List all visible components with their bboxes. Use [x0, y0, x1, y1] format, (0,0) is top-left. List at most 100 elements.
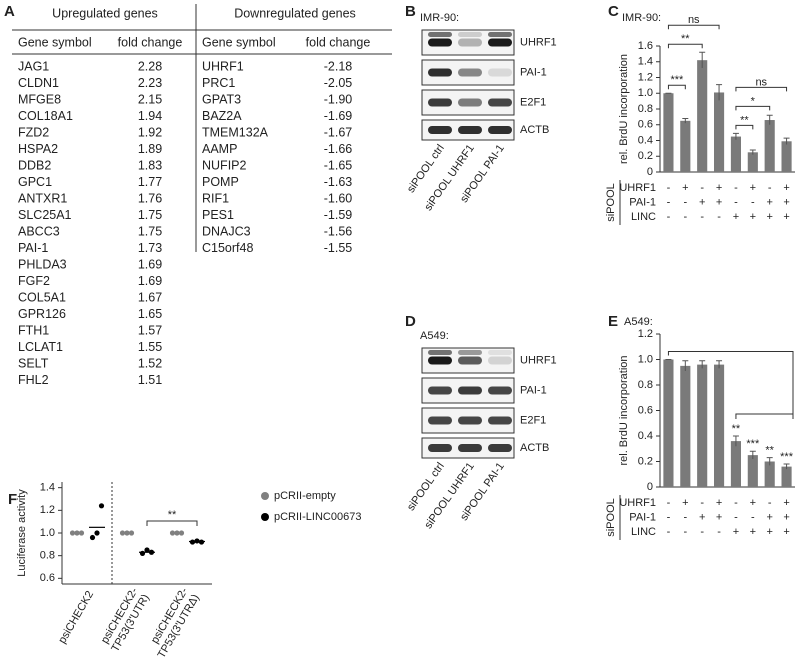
condition-sign: -	[700, 211, 704, 223]
gene-symbol: GPR126	[18, 307, 66, 321]
fold-change: 2.28	[138, 59, 162, 73]
condition-sign: -	[667, 511, 671, 523]
condition-sign: +	[783, 497, 789, 509]
y-tick-label: 0.4	[638, 134, 653, 146]
blot-band	[458, 356, 482, 365]
error-bar	[716, 360, 723, 369]
data-point	[144, 547, 150, 553]
gene-symbol: RIF1	[202, 191, 229, 205]
fold-change: 2.15	[138, 92, 162, 106]
column-header: Gene symbol	[202, 35, 276, 49]
y-tick-label: 0.8	[40, 550, 55, 562]
condition-sign: -	[683, 211, 687, 223]
gene-symbol: NUFIP2	[202, 158, 247, 172]
condition-sign: -	[667, 211, 671, 223]
condition-sign: -	[700, 497, 704, 509]
fold-change: 1.73	[138, 241, 162, 255]
condition-sign: +	[716, 497, 722, 509]
blot-band	[428, 416, 452, 425]
y-tick-label: 0.2	[638, 455, 653, 467]
gene-symbol: FGF2	[18, 274, 50, 288]
condition-sign: -	[751, 511, 755, 523]
condition-sign: +	[766, 196, 772, 208]
gene-symbol: MFGE8	[18, 92, 61, 106]
bar	[764, 120, 775, 172]
fold-change: 1.69	[138, 274, 162, 288]
panel-label: B	[405, 3, 416, 20]
blot-band	[458, 68, 482, 77]
bar	[663, 93, 674, 172]
y-tick-label: 1.6	[638, 40, 653, 52]
y-tick-label: 1.0	[638, 353, 653, 365]
gene-symbol: PES1	[202, 208, 234, 222]
bar	[697, 60, 708, 172]
y-tick-label: 0.6	[638, 119, 653, 131]
condition-sign: -	[768, 497, 772, 509]
condition-sign: +	[750, 211, 756, 223]
fold-change: 1.51	[138, 373, 162, 387]
bar	[680, 120, 691, 172]
error-bar	[732, 435, 739, 447]
significance-label: *	[751, 95, 756, 107]
gene-symbol: ABCC3	[18, 224, 60, 238]
condition-sign: +	[699, 196, 705, 208]
fold-change: -1.59	[324, 208, 353, 222]
condition-group-label: siPOOL	[605, 183, 617, 222]
band-label: ACTB	[520, 124, 549, 136]
legend-label: pCRII-LINC00673	[274, 511, 361, 523]
gene-symbol: JAG1	[18, 59, 49, 73]
data-point	[98, 503, 105, 509]
condition-sign: +	[750, 182, 756, 194]
y-tick-label: 1.0	[638, 87, 653, 99]
fold-change: 1.92	[138, 125, 162, 139]
significance-label: **	[168, 509, 177, 521]
condition-label: LINC	[631, 211, 656, 223]
condition-sign: -	[667, 182, 671, 194]
condition-sign: +	[716, 196, 722, 208]
cell-line: IMR-90:	[420, 12, 459, 24]
bar	[714, 364, 725, 487]
condition-group-label: siPOOL	[605, 498, 617, 537]
gene-symbol: FTH1	[18, 323, 49, 337]
bar	[714, 92, 725, 172]
fold-change: 1.65	[138, 307, 162, 321]
blot-band	[428, 356, 452, 365]
gene-symbol: ANTXR1	[18, 191, 67, 205]
fold-change: -1.56	[324, 224, 353, 238]
gene-symbol: DDB2	[18, 158, 51, 172]
significance-bracket	[667, 84, 686, 90]
condition-sign: +	[733, 211, 739, 223]
y-tick-label: 0.6	[40, 572, 55, 584]
band-label: UHRF1	[520, 354, 557, 366]
error-bar	[749, 149, 756, 155]
gene-symbol: PRC1	[202, 76, 235, 90]
significance-bracket	[735, 124, 754, 130]
y-tick-label: 1.4	[40, 482, 55, 494]
significance-label: ***	[670, 74, 684, 86]
band-label: E2F1	[520, 414, 546, 426]
condition-sign: -	[734, 497, 738, 509]
blot-band	[458, 126, 482, 134]
bar	[781, 466, 792, 487]
significance-label: **	[681, 33, 690, 45]
chart-title: IMR-90:	[622, 12, 661, 24]
blot-band	[458, 38, 482, 47]
significance-label: **	[740, 114, 749, 126]
fold-change: -1.60	[324, 191, 353, 205]
condition-sign: -	[734, 196, 738, 208]
condition-sign: -	[683, 196, 687, 208]
gene-symbol: DNAJC3	[202, 224, 251, 238]
condition-label: PAI-1	[629, 511, 656, 523]
bar	[730, 136, 741, 172]
fold-change: -1.66	[324, 142, 353, 156]
significance-bracket	[735, 86, 788, 92]
fold-change: 2.23	[138, 76, 162, 90]
significance-label: ***	[746, 438, 760, 450]
bar	[663, 359, 674, 487]
fold-change: 1.67	[138, 290, 162, 304]
error-bar	[682, 117, 689, 124]
condition-sign: -	[667, 196, 671, 208]
gene-symbol: SLC25A1	[18, 208, 72, 222]
condition-sign: -	[717, 526, 721, 538]
